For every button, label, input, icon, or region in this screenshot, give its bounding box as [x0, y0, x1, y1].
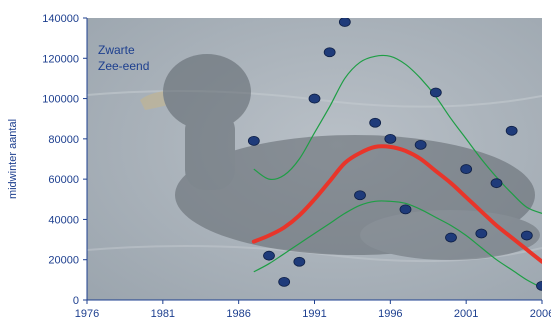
data-point	[475, 228, 488, 239]
x-tick-label: 1996	[378, 308, 402, 320]
x-tick-label: 1981	[151, 308, 175, 320]
y-tick-label: 120000	[42, 53, 79, 65]
data-point	[505, 125, 518, 136]
x-tick-label: 2006	[530, 308, 551, 320]
annotation-line-1: Zwarte	[98, 43, 135, 57]
data-point	[338, 18, 351, 27]
x-tick-label: 1991	[302, 308, 326, 320]
annotation-line-2: Zee-eend	[98, 59, 149, 73]
y-tick-label: 140000	[42, 13, 79, 25]
data-point	[293, 256, 306, 267]
x-tick-label: 1986	[226, 308, 250, 320]
data-point	[490, 178, 503, 189]
data-point	[399, 204, 412, 215]
y-tick-label: 20000	[48, 255, 79, 267]
trend-line	[251, 144, 542, 264]
data-point	[354, 190, 366, 201]
y-axis-title: midwinter aantal	[7, 119, 19, 199]
data-point	[278, 276, 291, 287]
data-point	[263, 250, 275, 261]
observation-points	[247, 18, 542, 291]
y-tick-label: 0	[73, 295, 79, 307]
x-tick-label: 1976	[75, 308, 99, 320]
data-point	[369, 117, 382, 128]
upper-confidence-line	[253, 54, 542, 214]
data-point	[445, 232, 457, 243]
x-ticks: 1976 1981 1986 1991 1996 2001 2006	[75, 300, 551, 320]
y-tick-label: 60000	[48, 174, 79, 186]
data-point	[429, 87, 442, 98]
data-point	[323, 47, 336, 58]
data-point	[536, 281, 542, 291]
y-ticks: 0 20000 40000 60000 80000 100000 120000 140000	[42, 13, 87, 307]
background-photo	[87, 18, 542, 300]
data-point	[384, 133, 397, 144]
lower-confidence-line	[253, 200, 542, 289]
data-point	[247, 135, 260, 146]
data-point	[520, 230, 533, 241]
y-tick-label: 40000	[48, 214, 79, 226]
data-point	[414, 139, 427, 150]
x-tick-label: 2001	[454, 308, 478, 320]
data-point	[460, 164, 473, 174]
y-tick-label: 80000	[48, 134, 79, 146]
data-point	[308, 93, 321, 104]
y-tick-label: 100000	[42, 94, 79, 106]
